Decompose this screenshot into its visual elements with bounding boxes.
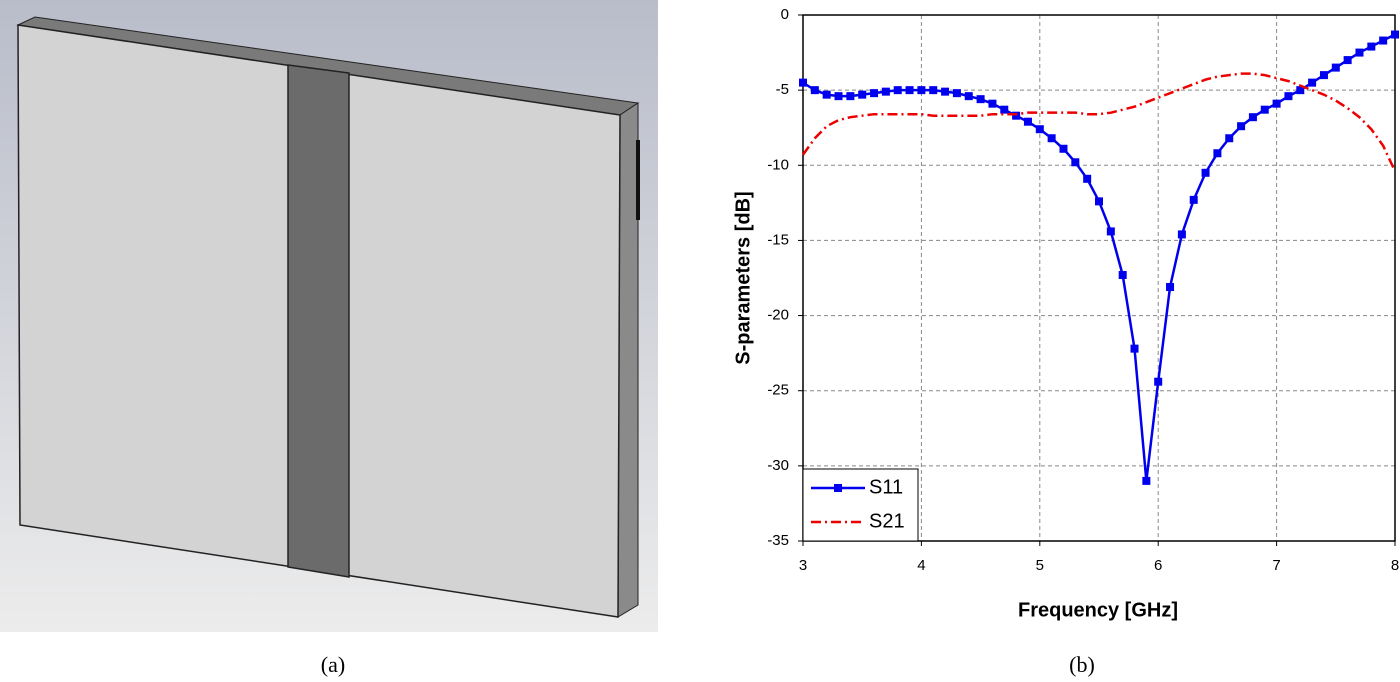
marker <box>1000 105 1009 114</box>
marker <box>1166 283 1175 292</box>
marker <box>1177 230 1186 239</box>
marker <box>1189 195 1198 204</box>
caption: (b) <box>1069 652 1095 677</box>
marker <box>893 86 902 95</box>
marker <box>976 95 985 104</box>
x-tick-label: 3 <box>799 557 807 574</box>
marker <box>1260 105 1269 114</box>
plate-side <box>617 102 639 618</box>
marker <box>834 92 843 101</box>
marker <box>941 87 950 96</box>
strip <box>287 64 350 578</box>
plot-frame <box>802 14 1396 542</box>
x-tick-label: 8 <box>1391 557 1399 574</box>
y-tick-label: -15 <box>767 231 789 248</box>
x-tick-label: 5 <box>1036 557 1044 574</box>
marker <box>1059 144 1068 153</box>
legend-box <box>802 468 919 542</box>
marker <box>988 99 997 108</box>
marker <box>1379 36 1388 45</box>
marker <box>929 86 938 95</box>
y-axis-label: S-parameters [dB] <box>732 191 754 364</box>
marker <box>1095 197 1103 206</box>
marker <box>810 86 819 95</box>
marker <box>870 89 879 98</box>
marker <box>1391 30 1399 39</box>
marker <box>1248 113 1257 122</box>
series-line <box>801 72 1397 172</box>
render-3d <box>0 0 658 632</box>
marker <box>1083 174 1092 183</box>
marker <box>952 89 961 98</box>
marker <box>1343 56 1352 65</box>
marker <box>1142 476 1151 485</box>
marker <box>881 87 890 96</box>
legend-label: S21 <box>869 510 905 532</box>
port <box>636 140 640 220</box>
marker <box>1367 42 1376 51</box>
marker <box>1213 149 1222 158</box>
marker <box>858 90 867 99</box>
marker <box>1225 134 1234 143</box>
y-tick-label: -35 <box>767 532 789 549</box>
plot-area <box>803 15 1395 541</box>
y-tick-label: -10 <box>767 156 789 173</box>
marker <box>1284 92 1293 101</box>
marker <box>1106 227 1115 236</box>
marker <box>905 86 914 95</box>
marker <box>1237 122 1246 131</box>
marker <box>1331 63 1340 72</box>
marker <box>1319 71 1328 80</box>
marker <box>1154 377 1163 386</box>
marker <box>1130 344 1139 353</box>
marker <box>964 92 973 101</box>
marker <box>1035 125 1044 134</box>
marker <box>1012 111 1021 120</box>
y-tick-label: -30 <box>767 457 789 474</box>
y-tick-label: -20 <box>767 307 789 324</box>
marker <box>1355 48 1364 57</box>
x-tick-label: 4 <box>917 557 925 574</box>
legend-marker <box>834 484 842 492</box>
marker <box>1118 270 1127 279</box>
marker <box>846 92 855 101</box>
y-tick-label: -25 <box>767 382 789 399</box>
legend-label: S11 <box>869 476 903 498</box>
x-tick-label: 6 <box>1154 557 1162 574</box>
marker <box>1023 117 1032 126</box>
caption: (a) <box>321 652 345 677</box>
marker <box>1201 168 1210 177</box>
marker <box>917 86 926 95</box>
y-tick-label: -5 <box>776 81 789 98</box>
marker <box>1047 134 1056 143</box>
marker <box>1272 99 1281 108</box>
marker <box>1308 78 1317 87</box>
marker <box>799 78 807 87</box>
marker <box>1071 158 1080 167</box>
marker <box>1296 86 1305 95</box>
y-tick-label: 0 <box>781 6 789 23</box>
x-tick-label: 7 <box>1272 557 1280 574</box>
marker <box>822 90 831 99</box>
x-axis-label: Frequency [GHz] <box>1018 599 1178 621</box>
